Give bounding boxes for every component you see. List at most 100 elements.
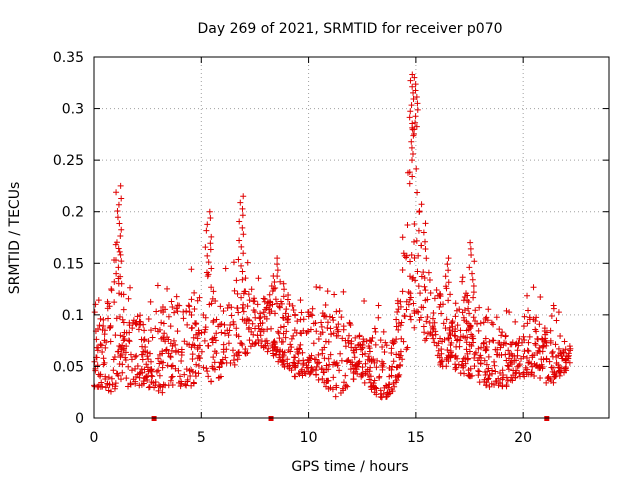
data-point [119,316,126,323]
data-point [318,365,325,372]
data-point [134,371,141,378]
data-point [163,346,170,353]
peak-point [414,106,421,113]
data-point [323,362,330,369]
data-point [324,288,331,295]
data-point [525,339,532,346]
data-point [194,355,201,362]
data-point [534,335,541,342]
data-point [303,364,310,371]
peak-point [113,270,120,277]
data-point [535,347,542,354]
data-point [525,307,532,314]
data-point [327,351,334,358]
data-point [421,238,428,245]
data-point [516,361,523,368]
data-point [468,342,475,349]
data-point [175,367,182,374]
data-point [362,360,369,367]
data-point [383,342,390,349]
data-point [102,375,109,382]
data-point [452,333,459,340]
peak-point [409,151,416,158]
data-point [381,384,388,391]
data-point [393,316,400,323]
data-point [263,315,270,322]
data-point [120,306,127,313]
data-point [367,364,374,371]
data-point [544,375,551,382]
data-point [381,348,388,355]
peak-point [445,279,452,286]
data-point [142,374,149,381]
data-point [240,301,247,308]
data-point [176,302,183,309]
peak-point [409,120,416,127]
data-point [372,328,379,335]
data-point [427,331,434,338]
data-point [93,354,100,361]
data-point [318,319,325,326]
data-point [328,331,335,338]
data-point [171,309,178,316]
data-point [211,348,218,355]
peak-point [113,239,120,246]
data-point [241,288,248,295]
data-point [178,358,185,365]
data-point [298,309,305,316]
data-point [184,321,191,328]
data-point [497,344,504,351]
peak-point [115,245,122,252]
data-point [542,335,549,342]
data-point [167,377,174,384]
data-point [156,372,163,379]
peak-point [240,193,247,200]
data-point [255,275,262,282]
data-point [431,295,438,302]
data-point [557,349,564,356]
data-point [413,123,420,130]
data-point [369,334,376,341]
data-point [371,377,378,384]
data-point [118,280,125,287]
peak-point [408,144,415,151]
data-point [330,374,337,381]
data-point [356,341,363,348]
peak-point [240,250,247,257]
data-point [229,347,236,354]
peak-point [410,132,417,139]
data-point [325,377,332,384]
y-tick-label: 0.15 [53,256,84,272]
data-point [177,373,184,380]
data-point [192,321,199,328]
data-point [159,389,166,396]
data-point [411,238,418,245]
data-point [280,361,287,368]
data-point [431,319,438,326]
x-tick-label: 20 [514,430,532,446]
data-point [107,322,114,329]
data-point [117,376,124,383]
data-point [537,293,544,300]
data-point [567,347,574,354]
peak-point [469,276,476,283]
data-point [327,325,334,332]
data-point [324,319,331,326]
data-point [233,325,240,332]
data-point [97,315,104,322]
data-point [290,359,297,366]
data-point [280,358,287,365]
data-point [494,346,501,353]
data-point [144,373,151,380]
data-point [382,339,389,346]
data-point [557,332,564,339]
data-point [440,301,447,308]
peak-point [235,256,242,263]
data-point [372,341,379,348]
data-point [531,372,538,379]
data-point [105,315,112,322]
data-point [138,366,145,373]
data-point [261,298,268,305]
data-point [555,309,562,316]
data-point [116,343,123,350]
